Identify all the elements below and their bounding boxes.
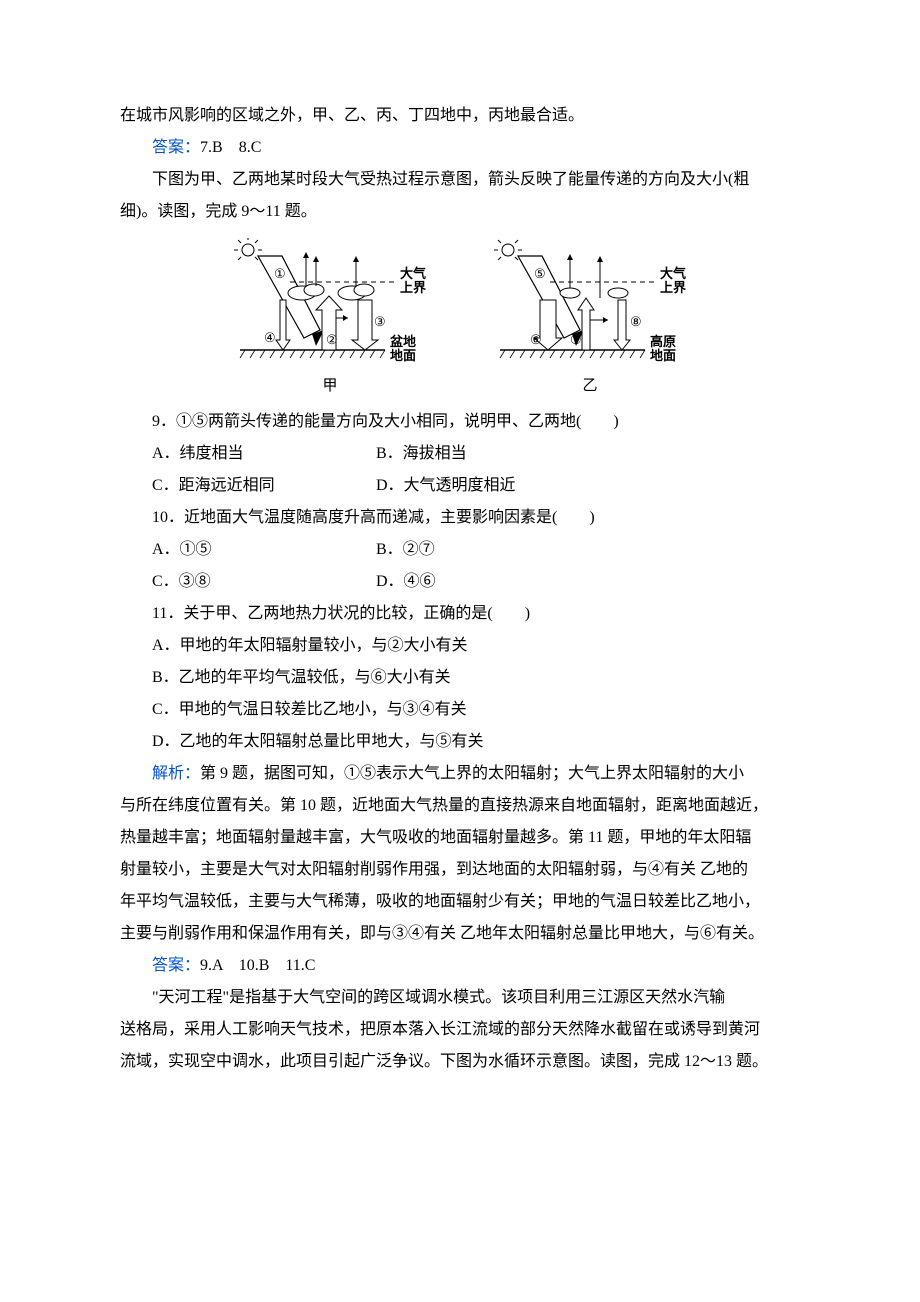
answer-9-11: 答案：9.A 10.B 11.C — [120, 950, 800, 982]
q9-row-cd: C．距海远近相同 D．大气透明度相近 — [120, 470, 800, 502]
analysis-label: 解析： — [152, 765, 200, 782]
q10-opt-b: B．②⑦ — [376, 534, 800, 566]
answer-label: 答案： — [152, 139, 200, 156]
q10-row-cd: C．③⑧ D．④⑥ — [120, 566, 800, 598]
figure-row: ① ② ③ ④ 大气 上界 盆地 地面 甲 — [120, 238, 800, 401]
answer-label-2: 答案： — [152, 957, 200, 974]
q10-opt-c: C．③⑧ — [120, 566, 376, 598]
answer-value-2: 9.A 10.B 11.C — [200, 957, 315, 974]
q10-opt-a: A．①⑤ — [120, 534, 376, 566]
q9-opt-a: A．纬度相当 — [120, 438, 376, 470]
next-stem-1: "天河工程"是指基于大气空间的跨区域调水模式。该项目利用三江源区天然水汽输 — [120, 982, 800, 1014]
atm-label-2: 上界 — [400, 280, 426, 295]
q11-opt-b: B．乙地的年平均气温较低，与⑥大小有关 — [120, 662, 800, 694]
answer-value: 7.B 8.C — [200, 139, 261, 156]
ground-label-1b: 高原 — [650, 334, 676, 349]
q11-opt-d: D．乙地的年太阳辐射总量比甲地大，与⑤有关 — [120, 726, 800, 758]
stem-line-2: 细)。读图，完成 9～11 题。 — [120, 196, 800, 228]
q10-stem: 10．近地面大气温度随高度升高而递减，主要影响因素是( ) — [120, 502, 800, 534]
answer-7-8: 答案：7.B 8.C — [120, 132, 800, 164]
label-6: ⑥ — [530, 332, 542, 347]
diagram-jia-svg: ① ② ③ ④ 大气 上界 盆地 地面 — [230, 238, 430, 373]
analysis-p5: 年平均气温较低，主要与大气稀薄，吸收的地面辐射少有关；甲地的气温日较差比乙地小， — [120, 886, 800, 918]
q10-opt-d: D．④⑥ — [376, 566, 800, 598]
next-stem-2: 送格局，采用人工影响天气技术，把原本落入长江流域的部分天然降水截留在或诱导到黄河 — [120, 1014, 800, 1046]
label-1: ① — [274, 266, 286, 281]
ground-label-2b: 地面 — [650, 348, 676, 363]
q10-row-ab: A．①⑤ B．②⑦ — [120, 534, 800, 566]
analysis-p6: 主要与削弱作用和保温作用有关，即与③④有关 乙地年太阳辐射总量比甲地大，与⑥有关… — [120, 918, 800, 950]
atm-label-1: 大气 — [400, 266, 426, 281]
q9-opt-c: C．距海远近相同 — [120, 470, 376, 502]
analysis-p2: 与所在纬度位置有关。第 10 题，近地面大气热量的直接热源来自地面辐射，距离地面… — [120, 790, 800, 822]
q11-opt-c: C．甲地的气温日较差比乙地小，与③④有关 — [120, 694, 800, 726]
q9-row-ab: A．纬度相当 B．海拔相当 — [120, 438, 800, 470]
figure-jia: ① ② ③ ④ 大气 上界 盆地 地面 甲 — [230, 238, 430, 401]
q11-opt-a: A．甲地的年太阳辐射量较小，与②大小有关 — [120, 630, 800, 662]
analysis-p4: 射量较小，主要是大气对太阳辐射削弱作用强，到达地面的太阳辐射弱，与④有关 乙地的 — [120, 854, 800, 886]
atm-label-1b: 大气 — [660, 266, 686, 281]
ground-label-2: 地面 — [390, 348, 416, 363]
label-5: ⑤ — [534, 266, 546, 281]
analysis-p3: 热量越丰富；地面辐射量越丰富，大气吸收的地面辐射量越多。第 11 题，甲地的年太… — [120, 822, 800, 854]
label-2: ② — [326, 332, 338, 347]
context-line: 在城市风影响的区域之外，甲、乙、丙、丁四地中，丙地最合适。 — [120, 100, 800, 132]
stem-line-1: 下图为甲、乙两地某时段大气受热过程示意图，箭头反映了能量传递的方向及大小(粗 — [120, 164, 800, 196]
label-4: ④ — [264, 330, 276, 345]
atm-label-2b: 上界 — [660, 280, 686, 295]
diagram-yi-svg: ⑤ ⑥ ⑦ ⑧ 大气 上界 高原 地面 — [490, 238, 690, 373]
caption-yi: 乙 — [582, 371, 597, 401]
q11-stem: 11．关于甲、乙两地热力状况的比较，正确的是( ) — [120, 598, 800, 630]
label-3: ③ — [374, 314, 386, 329]
label-7: ⑦ — [570, 332, 582, 347]
analysis-text-1: 第 9 题，据图可知，①⑤表示大气上界的太阳辐射；大气上界太阳辐射的大小 — [200, 765, 744, 782]
figure-yi: ⑤ ⑥ ⑦ ⑧ 大气 上界 高原 地面 乙 — [490, 238, 690, 401]
q9-stem: 9．①⑤两箭头传递的能量方向及大小相同，说明甲、乙两地( ) — [120, 406, 800, 438]
caption-jia: 甲 — [322, 371, 337, 401]
label-8: ⑧ — [630, 314, 642, 329]
q9-opt-d: D．大气透明度相近 — [376, 470, 800, 502]
analysis-p1: 解析：第 9 题，据图可知，①⑤表示大气上界的太阳辐射；大气上界太阳辐射的大小 — [120, 758, 800, 790]
q9-opt-b: B．海拔相当 — [376, 438, 800, 470]
ground-label-1: 盆地 — [389, 334, 416, 349]
next-stem-3: 流域，实现空中调水，此项目引起广泛争议。下图为水循环示意图。读图，完成 12～1… — [120, 1046, 800, 1078]
